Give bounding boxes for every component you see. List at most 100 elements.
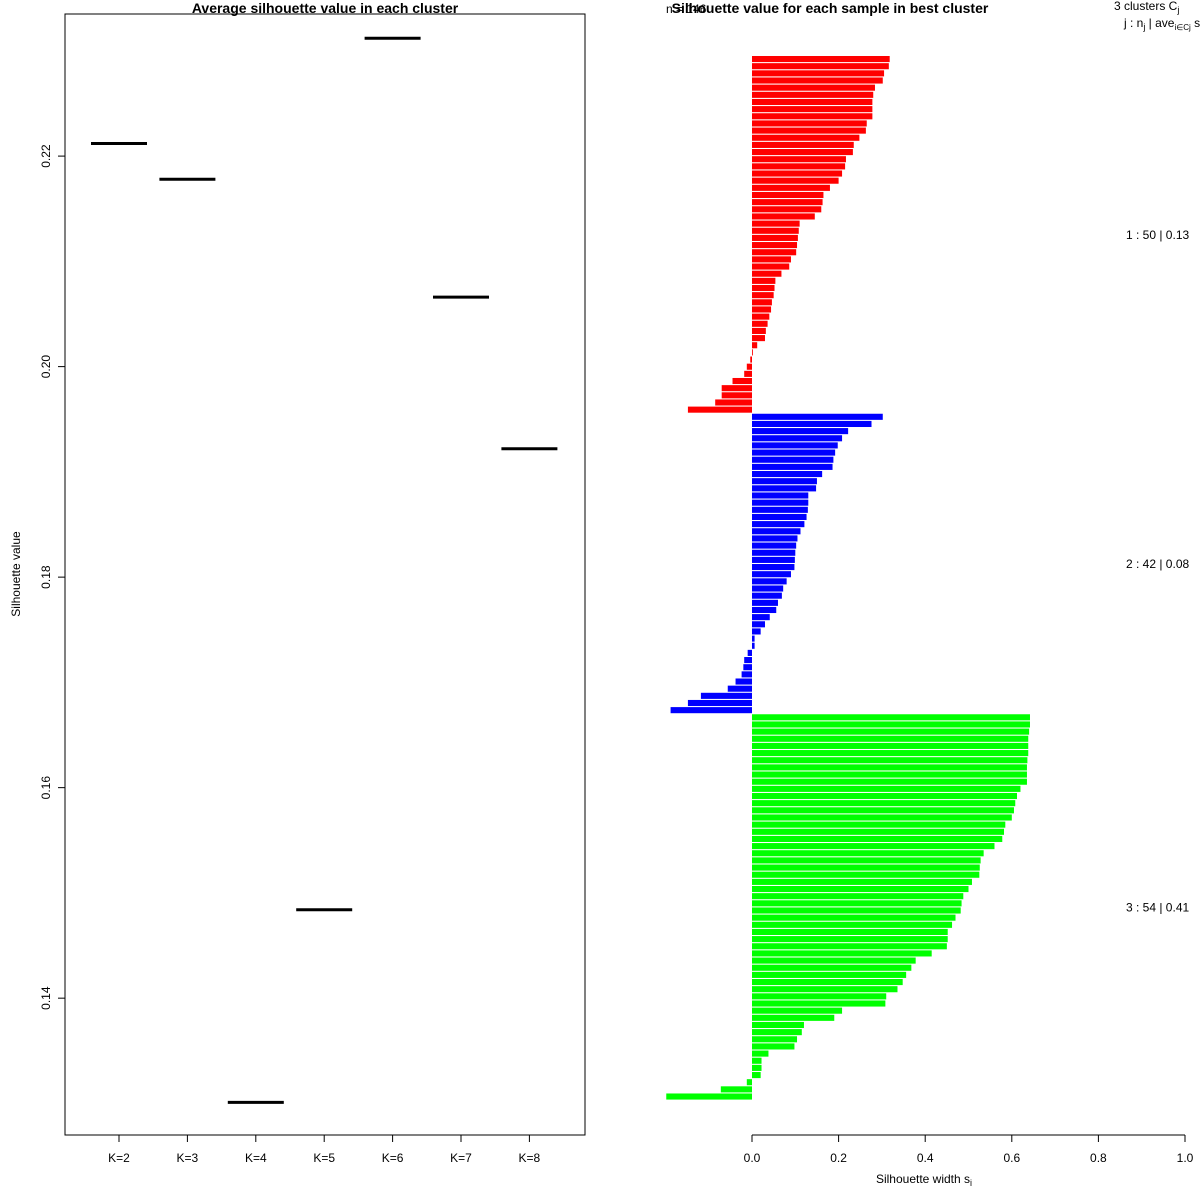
- silhouette-bar: [752, 900, 962, 907]
- right-x-tick-label: 0.6: [1003, 1151, 1020, 1165]
- left-x-tick-label: K=5: [313, 1151, 335, 1165]
- silhouette-bar: [752, 263, 790, 270]
- silhouette-bar: [752, 270, 782, 277]
- silhouette-bar: [752, 413, 883, 420]
- silhouette-bar: [752, 134, 860, 141]
- right-subtitle: n = 146: [666, 2, 707, 16]
- silhouette-bar: [752, 213, 815, 220]
- cluster-label: 1 : 50 | 0.13: [1126, 228, 1189, 242]
- silhouette-bar: [752, 635, 755, 642]
- silhouette-bar: [752, 191, 824, 199]
- left-y-tick-label: 0.16: [39, 776, 53, 800]
- silhouette-bar: [752, 721, 1030, 728]
- silhouette-bar: [752, 628, 761, 635]
- silhouette-bar: [752, 84, 875, 91]
- legend-header-line2: j : nj | avei∈Cj s: [1123, 16, 1200, 32]
- silhouette-bar: [752, 893, 964, 900]
- silhouette-bar: [746, 363, 752, 370]
- left-x-tick-label: K=7: [450, 1151, 472, 1165]
- silhouette-bar: [752, 564, 795, 571]
- left-x-tick-label: K=2: [108, 1151, 130, 1165]
- silhouette-bar: [752, 821, 1006, 828]
- left-x-axis: K=2 K=3 K=4 K=5 K=6 K=7 K=8: [108, 1134, 541, 1165]
- silhouette-bar: [752, 785, 1021, 792]
- silhouette-bar: [752, 113, 873, 120]
- silhouette-bar: [752, 120, 867, 127]
- left-y-tick-label: 0.18: [39, 565, 53, 589]
- silhouette-bar: [752, 277, 776, 284]
- silhouette-bar: [744, 657, 752, 664]
- cluster-labels: 1 : 50 | 0.13 2 : 42 | 0.08 3 : 54 | 0.41: [1126, 228, 1189, 915]
- silhouette-bar: [666, 1093, 752, 1100]
- silhouette-bar: [752, 234, 798, 241]
- silhouette-bar: [752, 800, 1016, 807]
- silhouette-bar: [752, 206, 822, 213]
- silhouette-bar: [687, 406, 752, 413]
- silhouette-bar: [752, 170, 843, 177]
- silhouette-bar: [752, 127, 866, 134]
- silhouette-bar: [752, 764, 1027, 771]
- silhouette-bar: [752, 63, 889, 70]
- silhouette-bar: [752, 971, 907, 978]
- silhouette-bar: [752, 571, 791, 578]
- silhouette-bar: [752, 871, 980, 878]
- silhouette-bar: [752, 1021, 804, 1029]
- silhouette-bar: [743, 664, 752, 671]
- silhouette-bar: [752, 592, 782, 599]
- silhouette-bar: [752, 320, 768, 327]
- silhouette-bar: [700, 692, 752, 699]
- right-title: Silhouette value for each sample in best…: [672, 0, 989, 16]
- silhouette-bar: [741, 671, 752, 678]
- silhouette-bar: [746, 1079, 752, 1086]
- silhouette-bar: [752, 742, 1029, 749]
- right-x-tick-label: 0.4: [917, 1151, 934, 1165]
- silhouette-bar: [752, 728, 1030, 735]
- cluster-label: 2 : 42 | 0.08: [1126, 557, 1189, 571]
- silhouette-bar: [752, 184, 830, 191]
- silhouette-bar: [752, 91, 874, 98]
- silhouette-bar: [752, 442, 838, 449]
- silhouette-bar: [752, 77, 883, 84]
- silhouette-bar: [752, 478, 817, 485]
- left-y-tick-label: 0.20: [39, 355, 53, 379]
- left-x-tick-label: K=3: [177, 1151, 199, 1165]
- right-x-axis: 0.0 0.2 0.4 0.6 0.8 1.0: [744, 1134, 1194, 1165]
- silhouette-bar: [752, 771, 1027, 778]
- avg-silhouette-panel: Average silhouette value in each cluster…: [9, 0, 586, 1165]
- silhouette-bar: [752, 714, 1030, 721]
- silhouette-bar: [752, 1029, 802, 1036]
- left-y-tick-label: 0.22: [39, 144, 53, 168]
- silhouette-bar: [752, 936, 948, 943]
- right-bars: [666, 56, 1030, 1100]
- silhouette-bar: [752, 921, 953, 928]
- silhouette-bar: [752, 807, 1014, 814]
- silhouette-bar: [744, 370, 752, 377]
- silhouette-bar: [752, 950, 932, 957]
- right-x-tick-label: 0.0: [744, 1151, 761, 1165]
- silhouette-bar: [752, 428, 849, 435]
- silhouette-bar: [752, 828, 1005, 835]
- silhouette-bar: [747, 649, 752, 656]
- silhouette-bar: [752, 156, 846, 163]
- silhouette-bar: [752, 242, 798, 249]
- left-y-axis: 0.14 0.16 0.18 0.20 0.22: [39, 144, 66, 1010]
- silhouette-bar: [752, 814, 1012, 821]
- silhouette-bar: [752, 506, 808, 513]
- silhouette-bar: [752, 470, 823, 478]
- left-x-tick-label: K=6: [382, 1151, 404, 1165]
- silhouette-bar: [752, 485, 817, 492]
- silhouette-bar: [752, 957, 916, 964]
- silhouette-bar: [752, 1064, 762, 1071]
- silhouette-bar: [752, 349, 753, 356]
- silhouette-bar: [735, 678, 752, 685]
- silhouette-bar: [752, 792, 1017, 800]
- silhouette-bar: [687, 699, 752, 707]
- silhouette-bar: [752, 435, 843, 442]
- silhouette-bar: [752, 1000, 886, 1007]
- left-title: Average silhouette value in each cluster: [192, 0, 459, 16]
- silhouette-bar: [727, 685, 752, 692]
- silhouette-bar: [752, 313, 770, 320]
- silhouette-bar: [752, 907, 961, 914]
- legend-header-line1: 3 clusters Cj: [1114, 0, 1179, 15]
